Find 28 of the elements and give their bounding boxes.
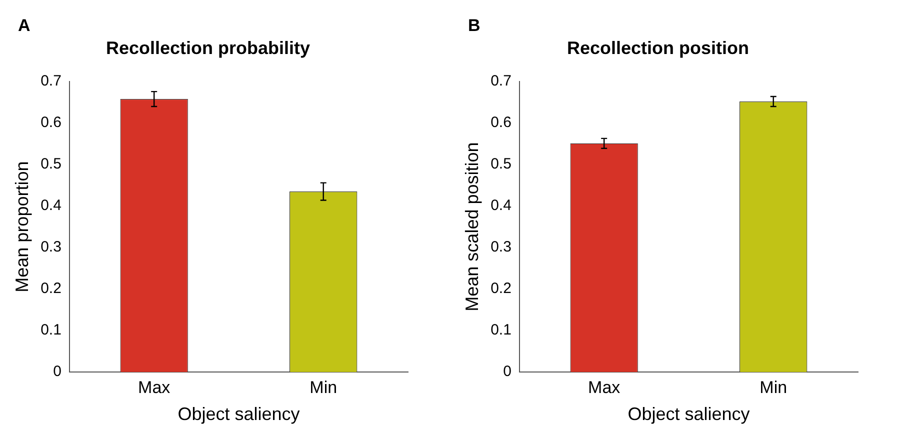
y-tick-label: 0.7 (40, 72, 62, 90)
y-tick-label: 0.5 (490, 156, 512, 173)
y-axis-title: Mean proportion (12, 161, 32, 292)
y-tick-label: 0.6 (490, 114, 512, 132)
y-tick-label: 0.4 (40, 197, 62, 214)
y-tick-label: 0.1 (40, 322, 62, 339)
text: A (18, 16, 30, 36)
x-tick-label: Max (588, 378, 621, 397)
x-tick-label: Max (138, 378, 171, 397)
chart-title: Recollection position (566, 38, 750, 58)
x-tick-label: Min (310, 378, 338, 397)
y-tick-label: 0 (503, 363, 512, 380)
y-tick-label: 0.5 (40, 156, 62, 173)
y-tick-label: 0 (53, 363, 62, 380)
y-tick-label: 0.3 (40, 238, 62, 256)
x-axis-title: Object saliency (178, 404, 300, 424)
x-tick-label: Min (760, 378, 788, 397)
y-tick-label: 0.3 (490, 238, 512, 256)
y-tick-label: 0.4 (490, 197, 512, 214)
y-tick-label: 0.2 (490, 280, 512, 298)
y-tick-label: 0.2 (40, 280, 62, 298)
text: B (468, 16, 480, 36)
y-axis-title: Mean scaled position (462, 142, 482, 312)
y-tick-label: 0.6 (40, 114, 62, 132)
y-tick-label: 0.1 (490, 322, 512, 339)
y-tick-label: 0.7 (490, 72, 512, 90)
x-axis-title: Object saliency (628, 404, 750, 424)
chart-title: Recollection probability (106, 38, 310, 58)
